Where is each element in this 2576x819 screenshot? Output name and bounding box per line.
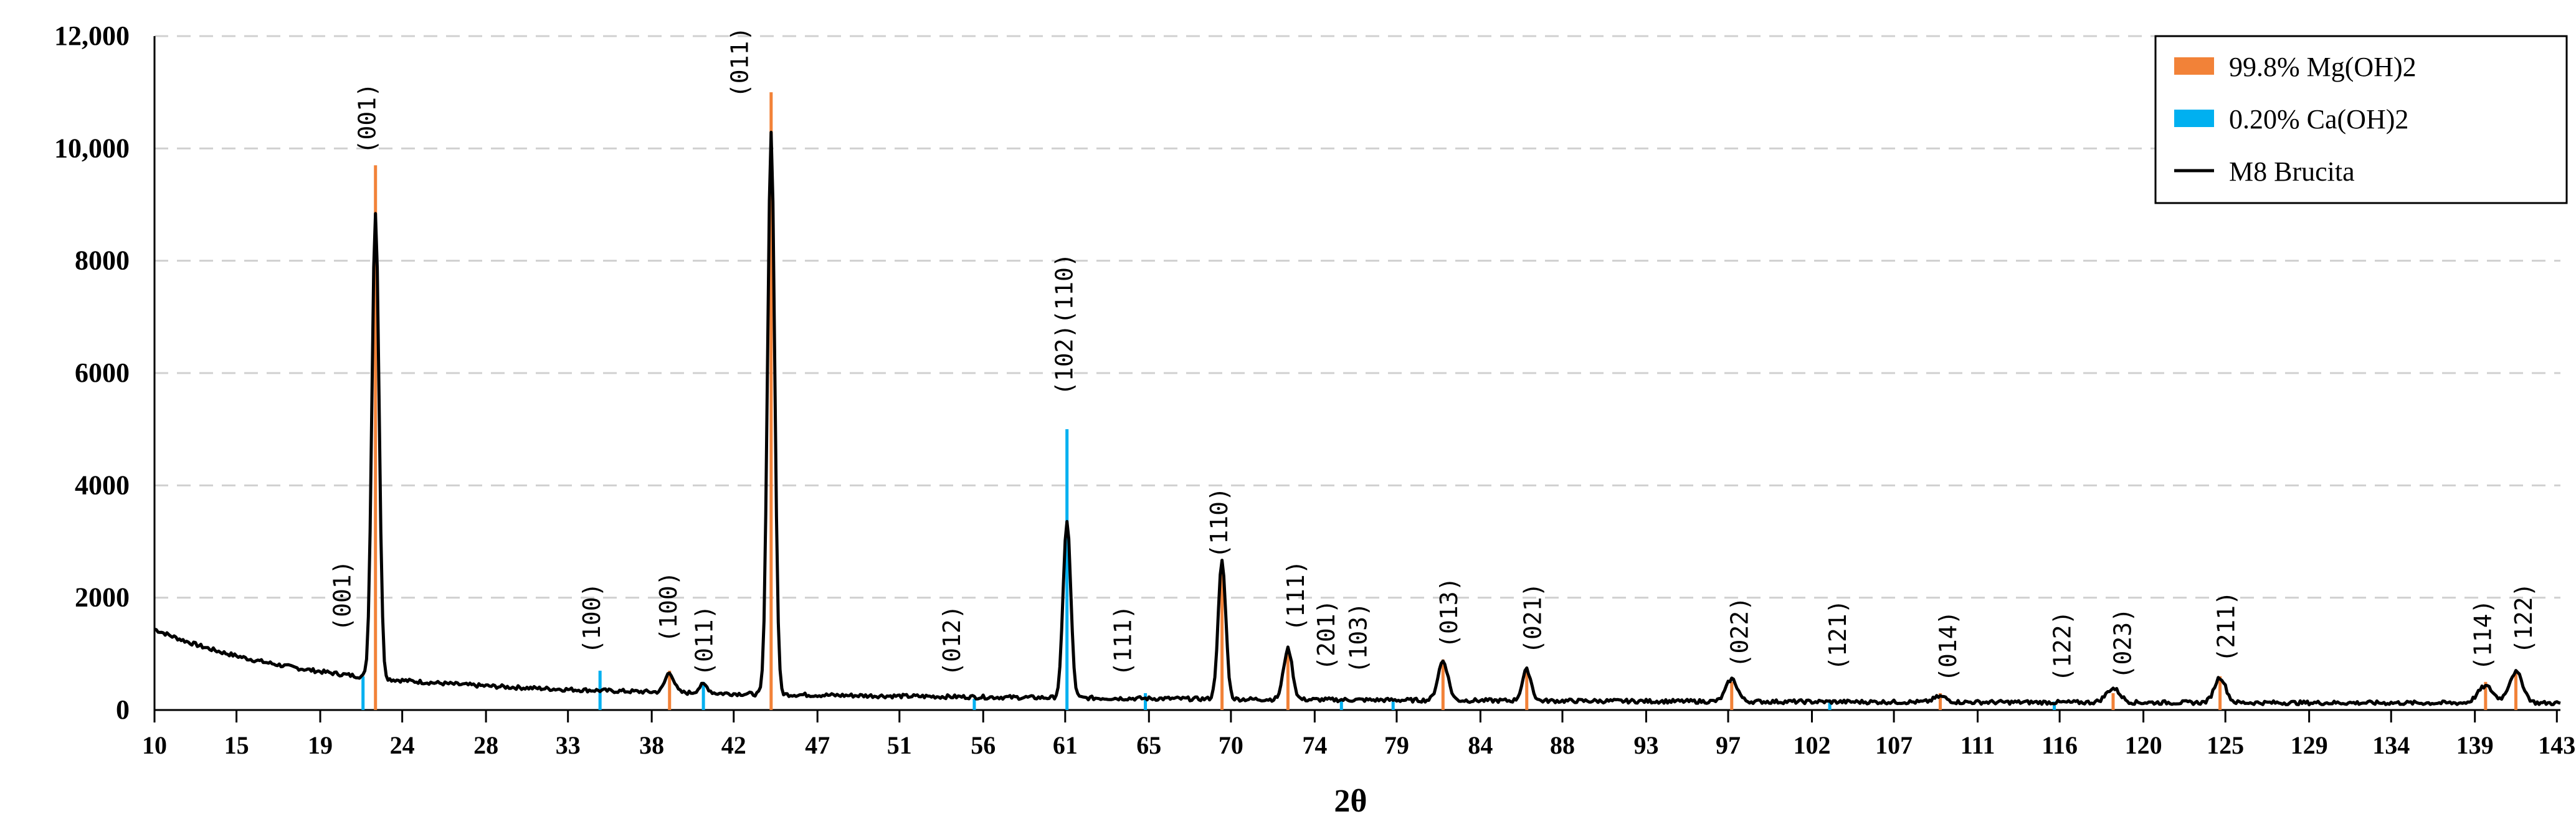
x-tick-label: 111 xyxy=(1961,731,1995,759)
peak-annotation: (102)(110) xyxy=(1050,253,1078,395)
x-tick-label: 51 xyxy=(887,731,912,759)
x-tick-label: 116 xyxy=(2041,731,2078,759)
x-tick-label: 84 xyxy=(1468,731,1493,759)
peak-annotation: (011) xyxy=(726,27,754,98)
x-tick-label: 38 xyxy=(639,731,664,759)
peak-annotation: (001) xyxy=(354,83,381,154)
x-tick-label: 129 xyxy=(2291,731,2328,759)
x-tick-label: 65 xyxy=(1136,731,1161,759)
x-tick-label: 56 xyxy=(971,731,996,759)
peak-annotation: (114) xyxy=(2469,599,2496,670)
y-tick-label: 12,000 xyxy=(54,21,130,51)
legend-swatch-mg xyxy=(2174,57,2214,75)
peak-annotation: (023) xyxy=(2109,608,2137,679)
y-tick-label: 10,000 xyxy=(54,133,130,163)
peak-annotation: (111) xyxy=(1282,560,1309,631)
legend-box xyxy=(2154,35,2568,204)
legend-swatch-ca xyxy=(2174,110,2214,127)
pattern-line-series xyxy=(154,130,2561,707)
y-tick-label: 8000 xyxy=(75,245,130,276)
x-tick-label: 97 xyxy=(1716,731,1741,759)
legend-label-mg: 99.8% Mg(OH)2 xyxy=(2229,52,2417,82)
x-tick-label: 143 xyxy=(2538,731,2575,759)
x-tick-label: 10 xyxy=(142,731,167,759)
x-tick-label: 24 xyxy=(390,731,415,759)
x-tick-label: 28 xyxy=(473,731,498,759)
x-tick-label: 120 xyxy=(2125,731,2162,759)
peak-annotation: (121) xyxy=(1824,599,1851,670)
x-tick-label: 93 xyxy=(1633,731,1658,759)
peak-annotation: (022) xyxy=(1726,597,1754,668)
peak-annotation: (014) xyxy=(1934,611,1962,682)
y-tick-label: 2000 xyxy=(75,582,130,613)
legend: 99.8% Mg(OH)2 0.20% Ca(OH)2 M8 Brucita xyxy=(2154,35,2568,204)
x-tick-label: 134 xyxy=(2372,731,2410,759)
y-tick-label: 4000 xyxy=(75,470,130,500)
x-tick-label: 74 xyxy=(1302,731,1327,759)
peak-annotation: (100) xyxy=(655,571,682,642)
y-tick-label: 6000 xyxy=(75,357,130,388)
x-tick-label: 139 xyxy=(2456,731,2494,759)
peak-annotation: (100) xyxy=(578,582,606,653)
y-tick-label: 0 xyxy=(116,694,130,725)
x-tick-label: 42 xyxy=(721,731,746,759)
x-tick-label: 19 xyxy=(308,731,333,759)
x-tick-label: 61 xyxy=(1053,731,1078,759)
x-tick-label: 70 xyxy=(1219,731,1243,759)
x-tick-label: 47 xyxy=(805,731,830,759)
peak-annotation: (013) xyxy=(1435,577,1463,648)
y-axis: 0 2000 4000 6000 8000 10,000 12,000 xyxy=(54,21,156,725)
x-tick-label: 107 xyxy=(1875,731,1913,759)
peak-annotation: (011) xyxy=(690,605,718,676)
peak-annotation: (103) xyxy=(1344,602,1372,673)
x-tick-label: 102 xyxy=(1793,731,1830,759)
x-axis: 10 15 19 24 28 33 38 42 47 51 56 61 65 70 74 79 84 88 93 97… xyxy=(142,709,2575,759)
x-tick-label: 79 xyxy=(1384,731,1409,759)
peak-annotation: (122) xyxy=(2048,611,2076,682)
peak-annotations: (001) (001) (011) (100) (100) (011) (012) (102)… xyxy=(329,27,2538,682)
legend-label-brucita: M8 Brucita xyxy=(2229,156,2355,187)
peak-annotation: (021) xyxy=(1519,582,1547,653)
peak-annotation: (211) xyxy=(2212,591,2240,662)
peak-annotation: (111) xyxy=(1110,605,1137,676)
peak-annotation: (001) xyxy=(329,560,356,631)
x-axis-label: 2θ xyxy=(1334,783,1367,819)
x-tick-label: 15 xyxy=(224,731,249,759)
m8-brucita-pattern-line xyxy=(154,130,2561,707)
peak-annotation: (110) xyxy=(1205,487,1233,558)
legend-label-ca: 0.20% Ca(OH)2 xyxy=(2229,104,2408,135)
peak-annotation: (201) xyxy=(1313,599,1340,670)
x-tick-label: 33 xyxy=(556,731,581,759)
peak-annotation: (012) xyxy=(938,605,966,676)
peak-annotation: (122) xyxy=(2510,582,2537,653)
x-tick-label: 88 xyxy=(1550,731,1575,759)
x-tick-label: 125 xyxy=(2207,731,2244,759)
